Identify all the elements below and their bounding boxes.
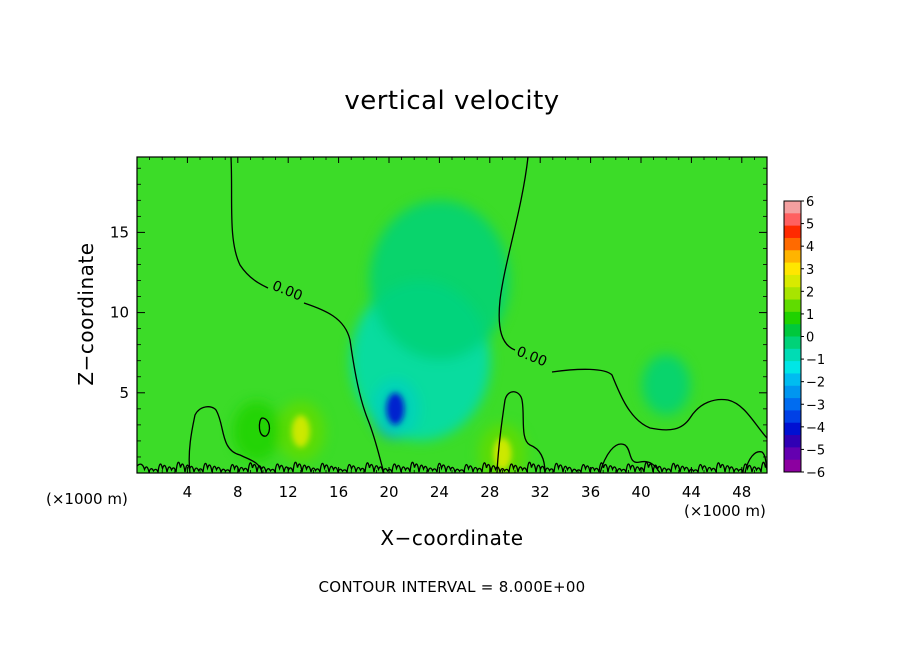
colorbar-swatch [784, 213, 801, 227]
colorbar-label: 2 [806, 285, 814, 300]
contour-interval-note: CONTOUR INTERVAL = 8.000E+00 [318, 578, 586, 596]
colorbar-label: 5 [806, 218, 814, 233]
y-axis-label: Z−coordinate [74, 242, 98, 386]
colorbar-swatch [784, 262, 801, 276]
colorbar-swatch [784, 311, 801, 325]
x-unit-label-right: (×1000 m) [684, 502, 766, 520]
y-tick-label: 10 [110, 304, 129, 322]
x-tick-label: 24 [430, 483, 449, 501]
x-tick-label: 4 [183, 483, 193, 501]
x-tick-label: 36 [581, 483, 600, 501]
colorbar-label: −1 [806, 353, 825, 368]
x-tick-label: 44 [682, 483, 701, 501]
field-core-updraft [291, 415, 310, 448]
colorbar: 6 5 4 3 2 1 0 −1 −2 −3 −4 −5 −6 [783, 195, 825, 481]
colorbar-swatch [784, 410, 801, 424]
colorbar-swatch [784, 447, 801, 461]
colorbar-swatch [784, 274, 801, 288]
x-tick-label: 28 [480, 483, 499, 501]
contour-low-left [188, 406, 263, 473]
contour-small-loop [258, 417, 271, 437]
zero-contour-right [498, 157, 767, 439]
colorbar-swatch [784, 250, 801, 264]
field-core-updraft [493, 437, 512, 470]
field-feature-downdraft [642, 354, 691, 415]
zero-contour-left [230, 157, 385, 473]
colorbar-label: 0 [806, 331, 814, 346]
x-tick-label: 16 [329, 483, 348, 501]
x-unit-label-left: (×1000 m) [46, 490, 128, 508]
colorbar-swatch [784, 348, 801, 362]
colorbar-swatch [784, 237, 801, 251]
colorbar-label: −3 [806, 398, 825, 413]
x-tick-label: 32 [531, 483, 550, 501]
field-feature-downdraft [369, 200, 510, 361]
x-tick-label: 12 [279, 483, 298, 501]
contour-surface-noise [137, 461, 767, 473]
x-axis-label: X−coordinate [380, 526, 524, 550]
x-tick-label: 48 [732, 483, 751, 501]
field-core-downdraft [386, 392, 405, 425]
contour-low-mid [496, 391, 546, 473]
x-axis: 4 8 12 16 20 24 28 32 36 40 44 48 [149, 157, 755, 501]
colorbar-label: −6 [806, 466, 825, 481]
colorbar-swatch [784, 373, 801, 387]
colorbar-swatch [784, 385, 801, 399]
y-tick-label: 5 [119, 384, 129, 402]
colorbar-label: −5 [806, 443, 825, 458]
colorbar-swatch [784, 287, 801, 301]
contour-lines [137, 157, 767, 473]
chart-title: vertical velocity [344, 86, 560, 116]
y-axis: 5 10 15 [110, 167, 767, 458]
colorbar-swatch [784, 336, 801, 350]
colorbar-label: 3 [806, 263, 814, 278]
colorbar-swatch [784, 225, 801, 239]
x-tick-label: 8 [233, 483, 243, 501]
colorbar-swatch [784, 201, 801, 214]
colorbar-label: −4 [806, 421, 825, 436]
colorbar-swatch [784, 435, 801, 448]
colorbar-label: 6 [806, 195, 814, 210]
colorbar-label: 1 [806, 308, 814, 323]
colorbar-swatch [784, 459, 801, 473]
velocity-field [137, 157, 767, 473]
colorbar-label: −2 [806, 376, 825, 391]
colorbar-swatch [784, 299, 801, 313]
contour-low-right [599, 443, 661, 473]
colorbar-swatch [784, 324, 801, 337]
colorbar-swatch [784, 422, 801, 436]
x-tick-label: 20 [379, 483, 398, 501]
y-tick-label: 15 [110, 223, 129, 241]
colorbar-label: 4 [806, 240, 814, 255]
colorbar-swatch [784, 398, 801, 411]
x-tick-label: 40 [631, 483, 650, 501]
field-feature-updraft [232, 401, 281, 462]
colorbar-swatch [784, 361, 801, 374]
